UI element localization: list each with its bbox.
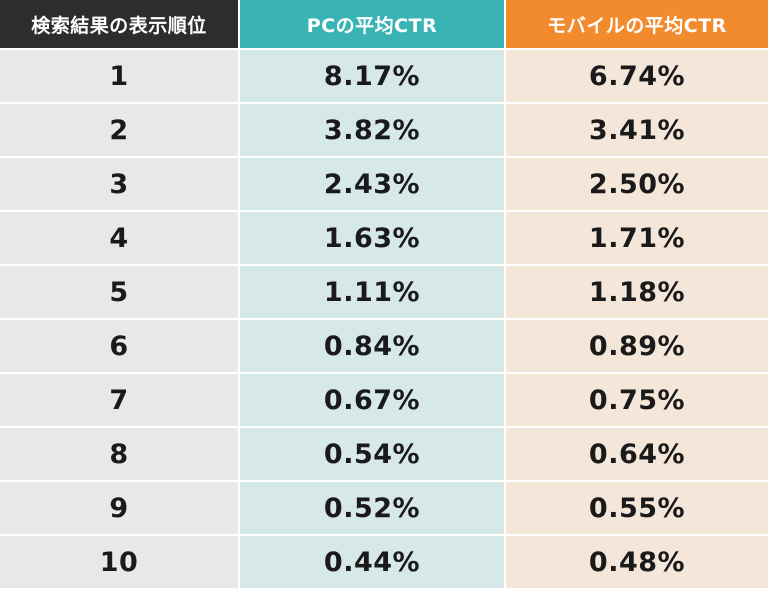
rank-cell: 7 — [0, 374, 238, 426]
column-divider — [238, 104, 240, 156]
rank-cell: 10 — [0, 536, 238, 588]
mobile-ctr-cell: 0.48% — [506, 536, 768, 588]
rank-cell: 4 — [0, 212, 238, 264]
rank-cell: 1 — [0, 50, 238, 102]
mobile-ctr-cell: 2.50% — [506, 158, 768, 210]
mobile-ctr-cell: 0.55% — [506, 482, 768, 534]
column-divider — [504, 374, 506, 426]
mobile-ctr-cell: 1.18% — [506, 266, 768, 318]
column-divider — [504, 212, 506, 264]
rank-cell: 8 — [0, 428, 238, 480]
rank-cell: 9 — [0, 482, 238, 534]
column-divider — [238, 482, 240, 534]
mobile-ctr-cell: 0.75% — [506, 374, 768, 426]
column-divider — [504, 50, 506, 102]
mobile-ctr-cell: 6.74% — [506, 50, 768, 102]
column-divider — [504, 266, 506, 318]
column-divider — [504, 158, 506, 210]
mobile-ctr-cell: 0.89% — [506, 320, 768, 372]
column-divider — [504, 0, 506, 48]
rank-cell: 2 — [0, 104, 238, 156]
pc-ctr-cell: 0.52% — [240, 482, 504, 534]
column-divider — [504, 428, 506, 480]
column-divider — [238, 50, 240, 102]
column-divider — [238, 320, 240, 372]
column-divider — [504, 104, 506, 156]
pc-ctr-cell: 2.43% — [240, 158, 504, 210]
pc-ctr-cell: 0.84% — [240, 320, 504, 372]
rank-cell: 6 — [0, 320, 238, 372]
column-divider — [238, 0, 240, 48]
column-divider — [504, 536, 506, 588]
column-divider — [238, 212, 240, 264]
pc-ctr-cell: 3.82% — [240, 104, 504, 156]
column-divider — [238, 536, 240, 588]
pc-ctr-cell: 1.63% — [240, 212, 504, 264]
pc-ctr-cell: 0.54% — [240, 428, 504, 480]
pc-ctr-cell: 0.67% — [240, 374, 504, 426]
pc-ctr-cell: 1.11% — [240, 266, 504, 318]
column-divider — [238, 374, 240, 426]
rank-cell: 3 — [0, 158, 238, 210]
column-divider — [238, 266, 240, 318]
header-mobile-ctr: モバイルの平均CTR — [506, 0, 768, 48]
column-divider — [238, 428, 240, 480]
pc-ctr-cell: 0.44% — [240, 536, 504, 588]
mobile-ctr-cell: 0.64% — [506, 428, 768, 480]
header-pc-ctr: PCの平均CTR — [240, 0, 504, 48]
column-divider — [238, 158, 240, 210]
header-rank: 検索結果の表示順位 — [0, 0, 238, 48]
column-divider — [504, 320, 506, 372]
mobile-ctr-cell: 3.41% — [506, 104, 768, 156]
rank-cell: 5 — [0, 266, 238, 318]
column-divider — [504, 482, 506, 534]
mobile-ctr-cell: 1.71% — [506, 212, 768, 264]
pc-ctr-cell: 8.17% — [240, 50, 504, 102]
